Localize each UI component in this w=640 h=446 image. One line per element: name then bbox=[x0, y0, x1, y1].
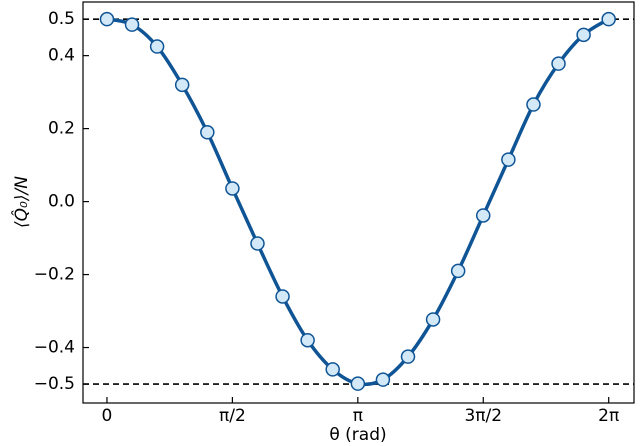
x-tick-label: π bbox=[353, 406, 363, 426]
data-point bbox=[425, 312, 441, 327]
x-tick-label: 2π bbox=[598, 406, 619, 426]
y-tick-label: −0.4 bbox=[34, 338, 75, 358]
data-point bbox=[501, 152, 516, 167]
data-point bbox=[300, 332, 315, 348]
x-axis-label: θ (rad) bbox=[329, 425, 386, 445]
data-point bbox=[124, 17, 140, 32]
data-point bbox=[200, 125, 215, 140]
x-tick-label: π/2 bbox=[219, 406, 246, 426]
y-tick-label: 0.0 bbox=[48, 192, 75, 212]
y-axis-label: ⟨Q̂₀⟩/N bbox=[11, 176, 32, 228]
y-tick-label: −0.2 bbox=[34, 265, 75, 285]
data-point bbox=[450, 263, 466, 279]
x-tick-label: 0 bbox=[102, 406, 113, 426]
y-tick-label: 0.5 bbox=[48, 9, 75, 29]
data-point bbox=[225, 181, 240, 196]
data-point bbox=[350, 376, 366, 391]
y-tick-label: 0.4 bbox=[48, 46, 75, 66]
data-point bbox=[551, 56, 566, 71]
data-line bbox=[106, 17, 610, 387]
x-tick-label: 3π/2 bbox=[464, 406, 502, 426]
data-point bbox=[375, 372, 391, 387]
data-point bbox=[325, 362, 340, 377]
data-point bbox=[174, 77, 190, 93]
data-point bbox=[250, 236, 265, 251]
y-tick-label: 0.2 bbox=[48, 119, 75, 139]
data-point bbox=[475, 208, 491, 223]
plot-frame bbox=[82, 1, 635, 404]
y-tick-label: −0.5 bbox=[34, 374, 75, 394]
data-point bbox=[275, 289, 290, 304]
data-point bbox=[601, 11, 616, 27]
data-point bbox=[576, 27, 591, 43]
data-point bbox=[400, 349, 416, 364]
data-point bbox=[149, 39, 165, 54]
data-point bbox=[99, 11, 115, 27]
data-point bbox=[526, 97, 541, 112]
